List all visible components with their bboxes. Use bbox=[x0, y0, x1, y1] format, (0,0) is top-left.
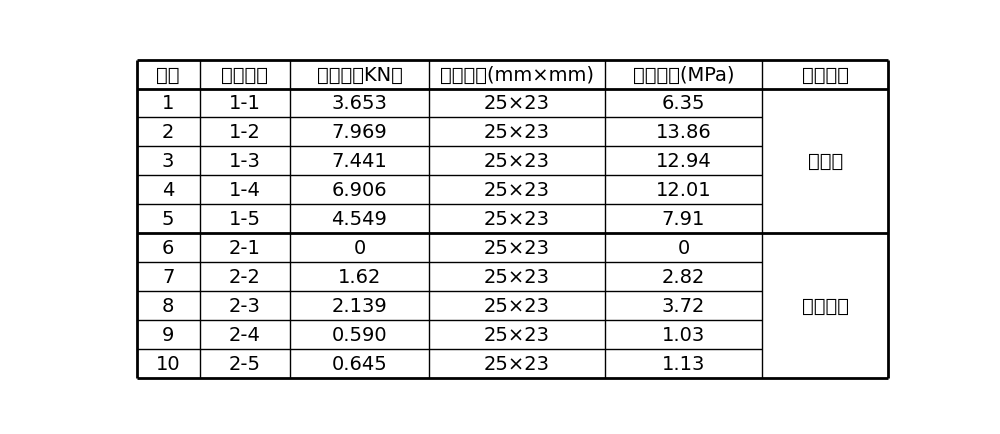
Text: 1-4: 1-4 bbox=[229, 181, 261, 200]
Text: 0.645: 0.645 bbox=[332, 354, 387, 373]
Text: 7: 7 bbox=[162, 267, 174, 286]
Text: 3.653: 3.653 bbox=[332, 94, 387, 113]
Text: 0: 0 bbox=[677, 239, 690, 257]
Text: 2-2: 2-2 bbox=[229, 267, 261, 286]
Text: 25×23: 25×23 bbox=[484, 210, 550, 229]
Text: 7.441: 7.441 bbox=[332, 152, 387, 171]
Text: 3.72: 3.72 bbox=[662, 296, 705, 315]
Text: 7.91: 7.91 bbox=[662, 210, 705, 229]
Text: 抗剪强度(MPa): 抗剪强度(MPa) bbox=[633, 66, 734, 84]
Text: 25×23: 25×23 bbox=[484, 354, 550, 373]
Text: 序号: 序号 bbox=[156, 66, 180, 84]
Text: 1.62: 1.62 bbox=[338, 267, 381, 286]
Text: 粘接工况: 粘接工况 bbox=[802, 66, 849, 84]
Text: 25×23: 25×23 bbox=[484, 123, 550, 142]
Text: 2-3: 2-3 bbox=[229, 296, 261, 315]
Text: 2: 2 bbox=[162, 123, 174, 142]
Text: 2-1: 2-1 bbox=[229, 239, 261, 257]
Text: 6.906: 6.906 bbox=[332, 181, 387, 200]
Text: 粘接面积(mm×mm): 粘接面积(mm×mm) bbox=[440, 66, 594, 84]
Text: 热粘接: 热粘接 bbox=[808, 152, 843, 171]
Text: 5: 5 bbox=[162, 210, 174, 229]
Text: 常温粘接: 常温粘接 bbox=[802, 296, 849, 315]
Text: 25×23: 25×23 bbox=[484, 94, 550, 113]
Text: 1-5: 1-5 bbox=[229, 210, 261, 229]
Text: 破断力（KN）: 破断力（KN） bbox=[317, 66, 402, 84]
Text: 4.549: 4.549 bbox=[332, 210, 387, 229]
Text: 7.969: 7.969 bbox=[332, 123, 387, 142]
Text: 9: 9 bbox=[162, 325, 174, 344]
Text: 25×23: 25×23 bbox=[484, 267, 550, 286]
Text: 8: 8 bbox=[162, 296, 174, 315]
Text: 2-5: 2-5 bbox=[229, 354, 261, 373]
Text: 3: 3 bbox=[162, 152, 174, 171]
Text: 25×23: 25×23 bbox=[484, 239, 550, 257]
Text: 6.35: 6.35 bbox=[662, 94, 705, 113]
Text: 25×23: 25×23 bbox=[484, 325, 550, 344]
Text: 1: 1 bbox=[162, 94, 174, 113]
Text: 25×23: 25×23 bbox=[484, 296, 550, 315]
Text: 1-1: 1-1 bbox=[229, 94, 261, 113]
Text: 0.590: 0.590 bbox=[332, 325, 387, 344]
Text: 2.139: 2.139 bbox=[332, 296, 387, 315]
Text: 1.03: 1.03 bbox=[662, 325, 705, 344]
Text: 25×23: 25×23 bbox=[484, 152, 550, 171]
Text: 25×23: 25×23 bbox=[484, 181, 550, 200]
Text: 1-3: 1-3 bbox=[229, 152, 261, 171]
Text: 6: 6 bbox=[162, 239, 174, 257]
Text: 12.94: 12.94 bbox=[656, 152, 711, 171]
Text: 2.82: 2.82 bbox=[662, 267, 705, 286]
Text: 4: 4 bbox=[162, 181, 174, 200]
Text: 10: 10 bbox=[156, 354, 180, 373]
Text: 12.01: 12.01 bbox=[656, 181, 711, 200]
Text: 1.13: 1.13 bbox=[662, 354, 705, 373]
Text: 2-4: 2-4 bbox=[229, 325, 261, 344]
Text: 1-2: 1-2 bbox=[229, 123, 261, 142]
Text: 0: 0 bbox=[353, 239, 366, 257]
Text: 13.86: 13.86 bbox=[656, 123, 711, 142]
Text: 试样编号: 试样编号 bbox=[221, 66, 268, 84]
